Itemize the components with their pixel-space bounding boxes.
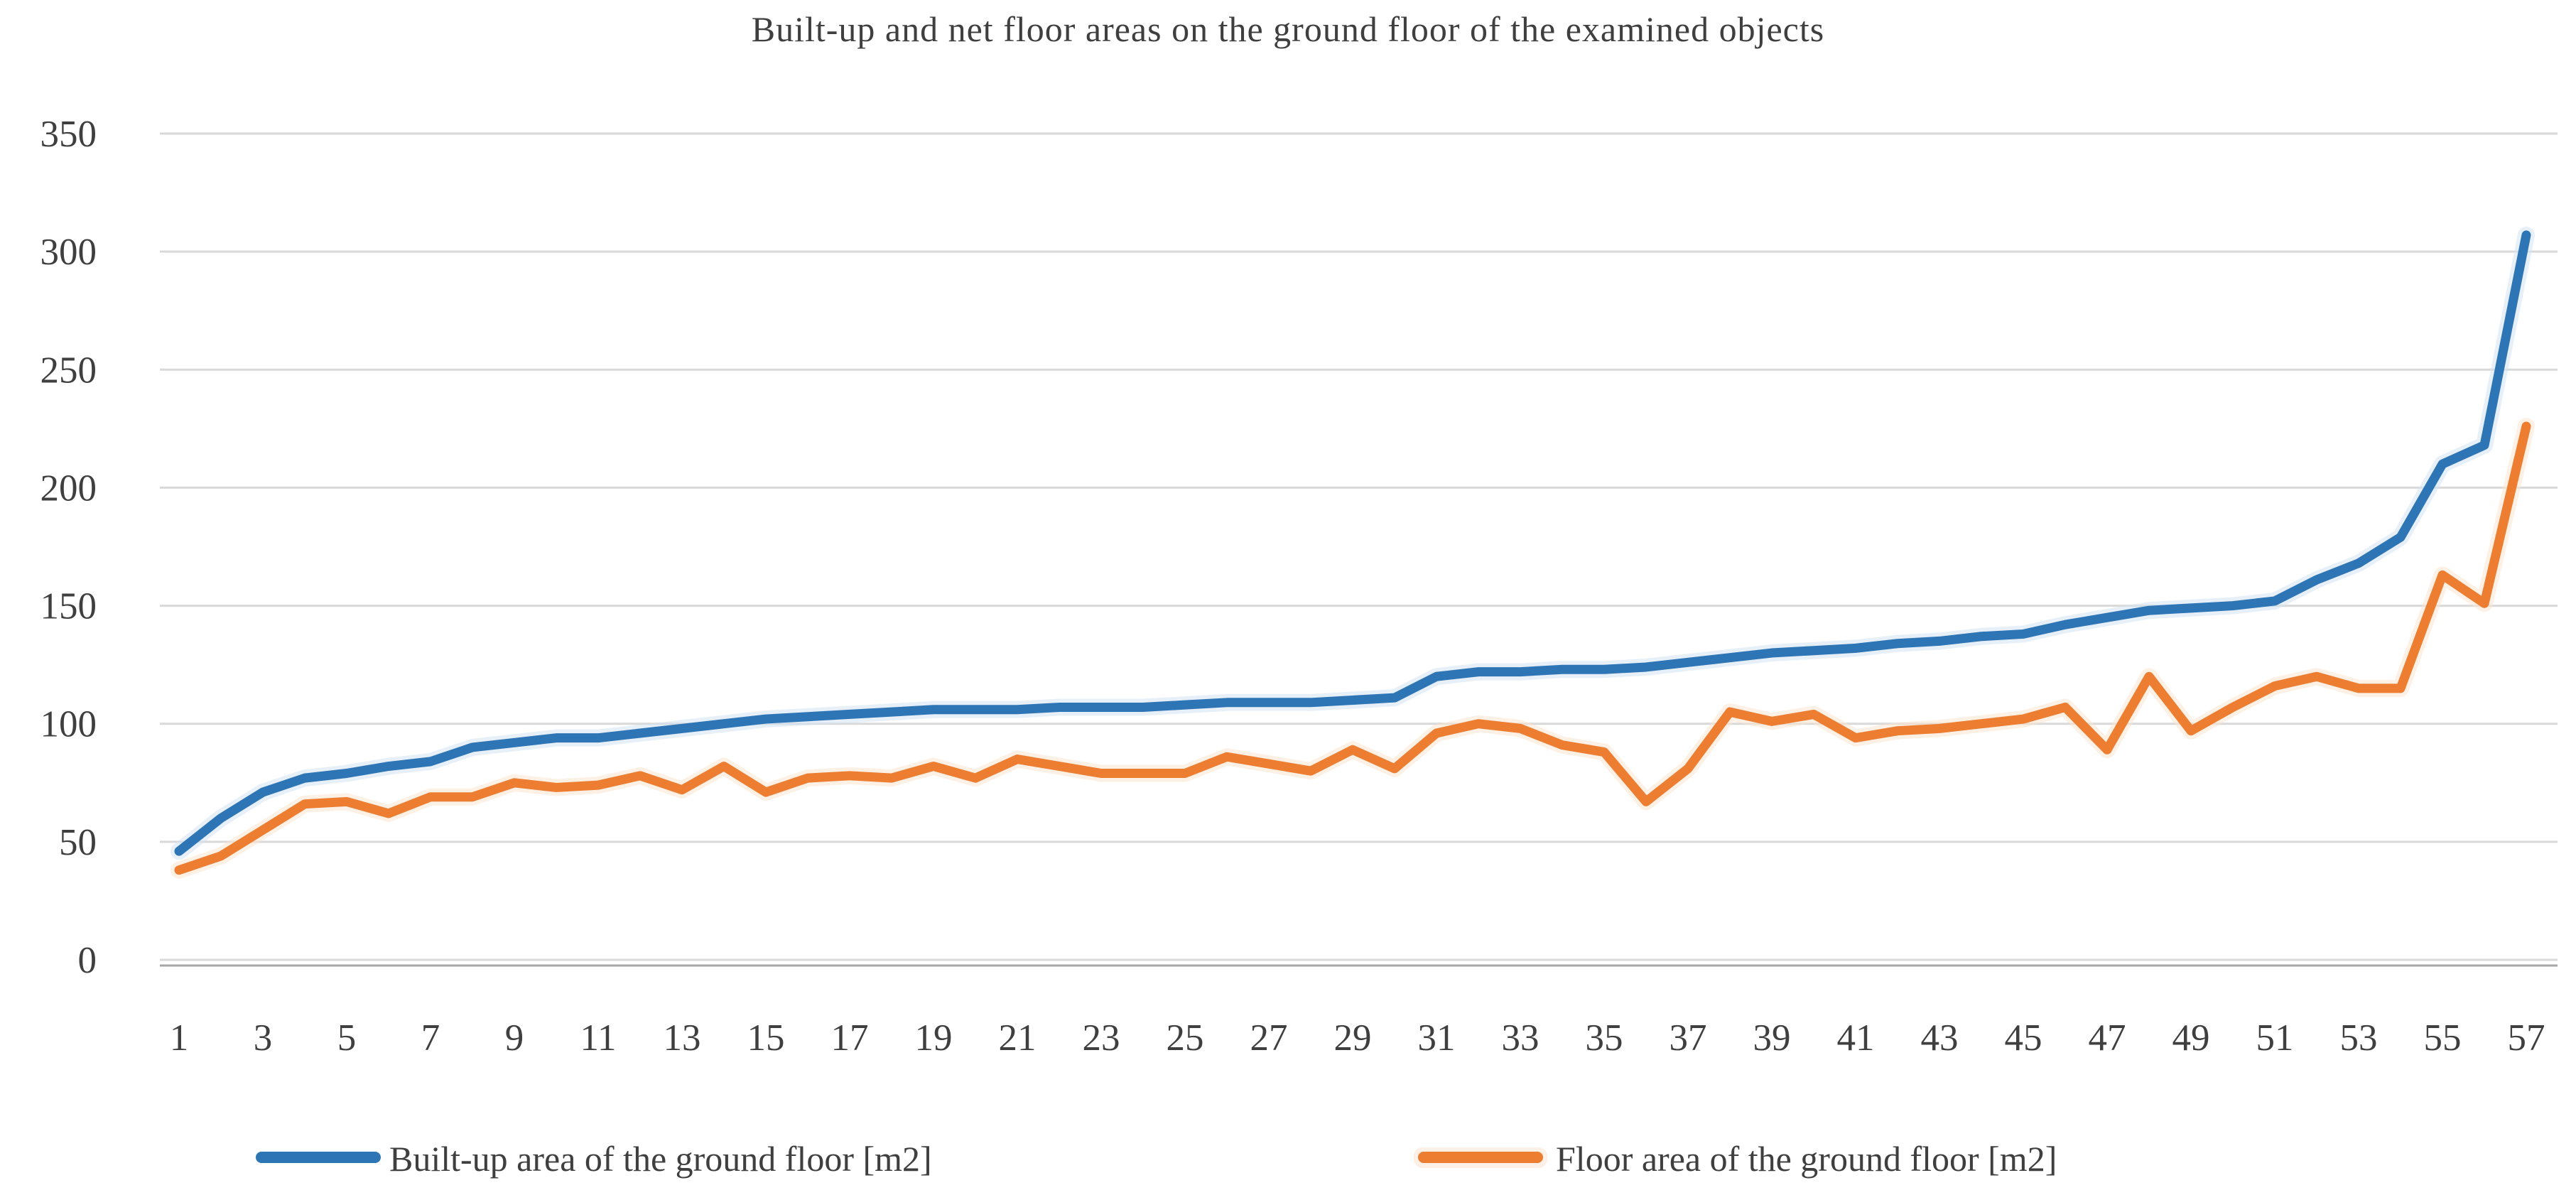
x-tick-21: 21 — [999, 1017, 1037, 1059]
x-tick-5: 5 — [337, 1017, 357, 1059]
x-tick-3: 3 — [254, 1017, 273, 1059]
x-tick-31: 31 — [1418, 1017, 1456, 1059]
x-tick-33: 33 — [1502, 1017, 1539, 1059]
x-tick-55: 55 — [2424, 1017, 2462, 1059]
x-tick-57: 57 — [2508, 1017, 2545, 1059]
series-lines — [171, 226, 2535, 879]
x-tick-1: 1 — [170, 1017, 189, 1059]
y-axis-tick-labels: 0 50 100 150 200 250 300 350 — [40, 114, 97, 981]
gridlines — [160, 132, 2558, 967]
y-tick-200: 200 — [40, 467, 97, 509]
legend-swatch-built-up — [256, 1152, 381, 1163]
x-tick-13: 13 — [664, 1017, 701, 1059]
series-halo-1 — [171, 418, 2535, 879]
x-tick-39: 39 — [1753, 1017, 1791, 1059]
legend-label-floor: Floor area of the ground floor [m2] — [1556, 1139, 2057, 1179]
x-tick-35: 35 — [1586, 1017, 1623, 1059]
y-tick-0: 0 — [78, 940, 97, 981]
legend-label-built-up: Built-up area of the ground floor [m2] — [389, 1139, 932, 1179]
y-tick-150: 150 — [40, 586, 97, 627]
legend-swatch-floor — [1418, 1152, 1543, 1163]
x-tick-19: 19 — [915, 1017, 953, 1059]
x-tick-11: 11 — [580, 1017, 616, 1059]
x-tick-15: 15 — [747, 1017, 785, 1059]
x-tick-43: 43 — [1921, 1017, 1959, 1059]
x-tick-49: 49 — [2172, 1017, 2210, 1059]
y-tick-50: 50 — [59, 822, 97, 863]
y-tick-300: 300 — [40, 232, 97, 273]
series-line-1 — [174, 421, 2531, 875]
y-tick-250: 250 — [40, 350, 97, 391]
x-tick-51: 51 — [2256, 1017, 2294, 1059]
legend: Built-up area of the ground floor [m2] F… — [251, 1139, 2057, 1179]
x-tick-47: 47 — [2089, 1017, 2126, 1059]
y-tick-350: 350 — [40, 114, 97, 155]
series-line-0 — [174, 230, 2531, 856]
x-tick-37: 37 — [1669, 1017, 1707, 1059]
x-tick-17: 17 — [831, 1017, 869, 1059]
x-tick-45: 45 — [2005, 1017, 2042, 1059]
x-tick-23: 23 — [1083, 1017, 1120, 1059]
chart-title: Built-up and net floor areas on the grou… — [752, 9, 1824, 49]
y-tick-100: 100 — [40, 704, 97, 745]
x-axis-tick-labels: 1 3 5 7 9 11 13 15 17 19 21 23 25 27 29 31 33 35 37 39 41 43 4… — [170, 1017, 2545, 1059]
x-tick-27: 27 — [1250, 1017, 1288, 1059]
x-tick-29: 29 — [1334, 1017, 1372, 1059]
x-tick-53: 53 — [2340, 1017, 2378, 1059]
x-tick-25: 25 — [1167, 1017, 1204, 1059]
x-tick-9: 9 — [505, 1017, 524, 1059]
x-tick-7: 7 — [421, 1017, 440, 1059]
x-tick-41: 41 — [1837, 1017, 1875, 1059]
